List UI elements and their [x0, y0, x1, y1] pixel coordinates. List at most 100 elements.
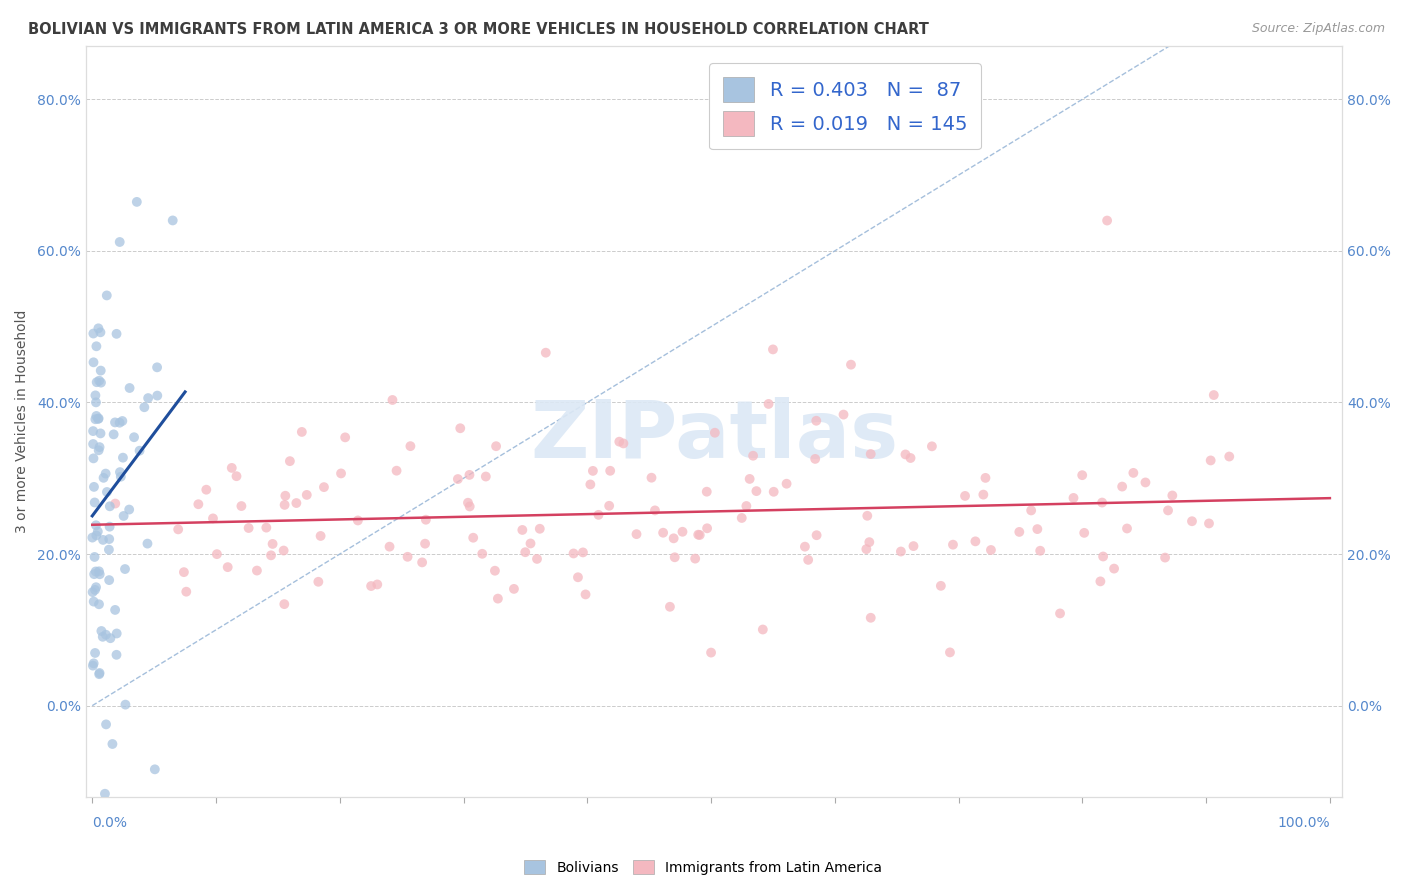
Point — [503, 582, 526, 596]
Point — [82, 326, 104, 341]
Point — [700, 646, 723, 660]
Point — [1135, 475, 1157, 490]
Point — [1019, 503, 1042, 517]
Point — [457, 496, 479, 510]
Point — [1181, 514, 1204, 528]
Point — [562, 546, 585, 560]
Point — [526, 552, 548, 566]
Point — [98, 532, 121, 546]
Point — [114, 562, 136, 576]
Point — [534, 345, 557, 359]
Point — [683, 551, 706, 566]
Point — [775, 476, 797, 491]
Point — [162, 213, 184, 227]
Point — [87, 321, 110, 335]
Point — [143, 762, 166, 776]
Point — [98, 500, 121, 514]
Point — [471, 547, 494, 561]
Point — [347, 513, 370, 527]
Point — [274, 489, 297, 503]
Point — [82, 585, 104, 599]
Point — [134, 401, 156, 415]
Point — [804, 451, 827, 466]
Point — [82, 531, 104, 545]
Point — [136, 536, 159, 550]
Point — [463, 531, 485, 545]
Point — [262, 537, 284, 551]
Point — [307, 574, 329, 589]
Point — [745, 484, 768, 499]
Point — [87, 443, 110, 458]
Point — [360, 579, 382, 593]
Point — [658, 599, 681, 614]
Text: Source: ZipAtlas.com: Source: ZipAtlas.com — [1251, 22, 1385, 36]
Point — [859, 447, 882, 461]
Point — [696, 484, 718, 499]
Point — [128, 443, 150, 458]
Point — [475, 469, 498, 483]
Point — [108, 416, 131, 430]
Point — [110, 469, 132, 483]
Point — [411, 555, 433, 569]
Point — [87, 412, 110, 426]
Point — [696, 521, 718, 535]
Point — [582, 464, 605, 478]
Legend: R = 0.403   N =  87, R = 0.019   N = 145: R = 0.403 N = 87, R = 0.019 N = 145 — [710, 63, 981, 149]
Point — [762, 484, 785, 499]
Point — [295, 488, 318, 502]
Point — [806, 414, 828, 428]
Point — [118, 502, 141, 516]
Point — [458, 500, 481, 514]
Point — [449, 421, 471, 435]
Point — [1202, 388, 1225, 402]
Point — [1026, 522, 1049, 536]
Point — [273, 543, 295, 558]
Point — [84, 580, 107, 594]
Point — [101, 737, 124, 751]
Point — [96, 485, 118, 500]
Point — [1198, 516, 1220, 531]
Point — [980, 543, 1002, 558]
Point — [87, 597, 110, 611]
Point — [118, 381, 141, 395]
Point — [90, 376, 112, 390]
Point — [84, 395, 107, 409]
Point — [484, 564, 506, 578]
Point — [84, 646, 107, 660]
Point — [858, 535, 880, 549]
Point — [1095, 213, 1118, 227]
Point — [929, 579, 952, 593]
Point — [195, 483, 218, 497]
Point — [89, 326, 111, 340]
Point — [84, 518, 107, 533]
Point — [94, 467, 117, 481]
Point — [381, 392, 404, 407]
Text: 100.0%: 100.0% — [1277, 815, 1330, 830]
Point — [93, 471, 115, 485]
Point — [89, 567, 111, 582]
Point — [89, 665, 111, 680]
Point — [953, 489, 976, 503]
Point — [90, 624, 112, 638]
Point — [96, 288, 118, 302]
Point — [689, 528, 711, 542]
Point — [114, 698, 136, 712]
Point — [797, 553, 820, 567]
Point — [225, 469, 247, 483]
Point — [103, 427, 125, 442]
Point — [1008, 524, 1031, 539]
Point — [105, 648, 128, 662]
Point — [974, 471, 997, 485]
Point — [108, 235, 131, 249]
Point — [94, 717, 117, 731]
Point — [662, 532, 685, 546]
Point — [415, 513, 437, 527]
Point — [173, 565, 195, 579]
Point — [640, 471, 662, 485]
Point — [856, 508, 879, 523]
Text: 0.0%: 0.0% — [93, 815, 128, 830]
Point — [146, 388, 169, 402]
Point — [1157, 503, 1180, 517]
Point — [104, 603, 127, 617]
Point — [84, 528, 107, 542]
